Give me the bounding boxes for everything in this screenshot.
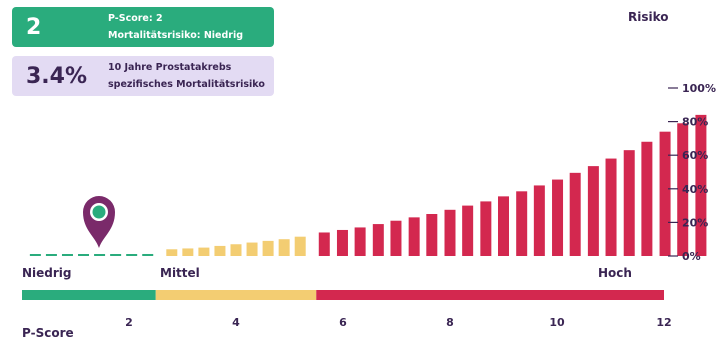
level-label-mid: Mittel [160,266,200,280]
y-tick-label: 40% [682,183,708,196]
x-tick-label: 12 [656,316,671,329]
risk-bar [198,247,210,256]
risk-bar [318,232,330,256]
level-label-high: Hoch [598,266,632,280]
risk-bar [29,254,41,256]
risk-bar [408,217,420,256]
risk-bar [78,254,90,256]
risk-bar [126,254,138,256]
risk-bar [552,179,564,256]
risk-bar [695,114,707,256]
risk-bar [142,253,154,256]
pscore-band-low [22,290,156,300]
xaxis-title: P-Score [22,326,74,340]
risk-bar [94,254,106,256]
risk-bar [354,227,366,256]
mortality-line-2: spezifisches Mortalitätsrisiko [108,79,265,90]
risk-bar [444,209,456,256]
y-tick-label: 80% [682,116,708,129]
risk-bar [498,196,509,256]
risk-bar [246,242,258,256]
x-tick-label: 6 [339,316,347,329]
risk-bar [61,254,73,256]
risk-bar [659,131,671,256]
risk-bar [480,201,492,256]
risk-bar [294,236,306,256]
x-tick-label: 8 [446,316,454,329]
mortality-value: 3.4% [26,63,88,89]
y-tick-label: 100% [682,82,716,95]
mortality-line-1: 10 Jahre Prostatakrebs [108,62,232,73]
mortality-card: 3.4% 10 Jahre Prostatakrebs spezifisches… [12,56,274,96]
risk-bar [462,205,474,256]
risk-bar [641,141,653,256]
x-tick-label: 2 [125,316,133,329]
pscore-band-high [316,290,664,300]
risk-bar [605,158,617,256]
y-tick-label: 60% [682,149,708,162]
risk-bar [182,248,194,256]
mortality-text: 10 Jahre Prostatakrebs spezifisches Mort… [108,59,265,93]
risk-bar [336,229,348,256]
risk-bar [587,166,599,256]
risk-bar [390,220,402,256]
mortality-risk-line: Mortalitätsrisiko: Niedrig [108,30,244,41]
risk-bar [426,214,438,256]
level-label-low: Niedrig [22,266,72,280]
pscore-card: 2 P-Score: 2 Mortalitätsrisiko: Niedrig [12,7,274,47]
x-tick-label: 4 [232,316,240,329]
pscore-text: P-Score: 2 Mortalitätsrisiko: Niedrig [108,10,243,44]
y-tick-label: 0% [682,250,701,263]
risk-bar [372,224,384,256]
risk-bar [623,150,635,256]
risk-axis-title: Risiko [628,10,669,24]
risk-bar [516,191,528,256]
risk-bar [214,245,226,256]
pscore-value: 2 [26,14,42,40]
pscore-band-mid [155,290,317,300]
risk-bar [278,239,290,256]
risk-bar [110,254,122,256]
risk-bar [262,240,274,256]
risk-bar [569,172,581,256]
x-tick-label: 10 [549,316,565,329]
risk-bar [45,254,57,256]
risk-bar [677,123,689,256]
risk-bar [166,249,178,256]
pin-dot [92,205,106,219]
y-tick-label: 20% [682,216,708,229]
pscore-line: P-Score: 2 [108,13,163,24]
risk-bar [230,244,242,256]
risk-bar [533,185,545,256]
